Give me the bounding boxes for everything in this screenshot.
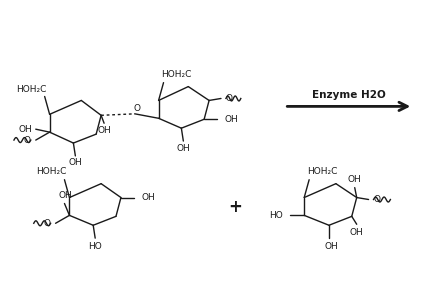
Text: HOH₂C: HOH₂C [17, 85, 47, 94]
Text: OH: OH [142, 193, 155, 202]
Text: OH: OH [19, 125, 33, 134]
Text: OH: OH [324, 242, 338, 251]
Text: OH: OH [348, 175, 362, 184]
Text: OH: OH [225, 115, 239, 124]
Text: HOH₂C: HOH₂C [161, 70, 191, 79]
Text: O: O [24, 136, 31, 144]
Text: HO: HO [269, 211, 282, 220]
Text: HOH₂C: HOH₂C [307, 167, 337, 176]
Text: O: O [226, 94, 233, 103]
Text: HOH₂C: HOH₂C [37, 167, 67, 176]
Text: +: + [228, 198, 242, 216]
Text: OH: OH [97, 126, 111, 135]
Text: Enzyme H2O: Enzyme H2O [312, 89, 385, 99]
Text: OH: OH [350, 228, 363, 237]
Text: OH: OH [59, 191, 72, 200]
Text: O: O [374, 195, 381, 204]
Text: O: O [44, 219, 51, 228]
Text: OH: OH [69, 158, 82, 167]
Text: OH: OH [176, 144, 190, 152]
Text: O: O [133, 104, 140, 113]
Text: HO: HO [88, 242, 102, 251]
